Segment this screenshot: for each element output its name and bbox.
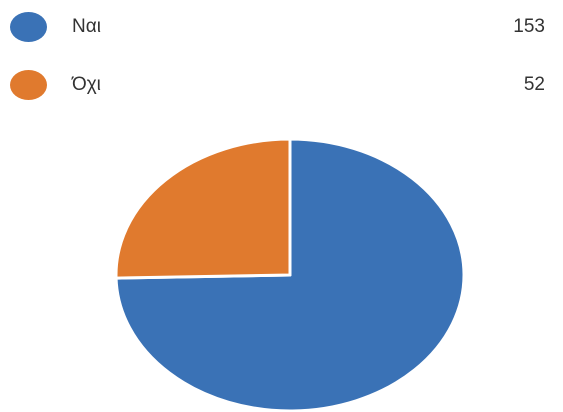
legend-label-ochi: Όχι: [72, 74, 101, 95]
legend-swatch-nai: [10, 12, 47, 42]
legend-item-nai[interactable]: Ναι 153: [0, 7, 563, 47]
pie-slices-group: [114, 137, 466, 412]
pie-slice-ochi[interactable]: [114, 137, 292, 280]
legend-swatch-ochi: [10, 70, 47, 100]
legend-item-ochi[interactable]: Όχι 52: [0, 65, 563, 105]
legend-count-nai: 153: [513, 16, 545, 37]
legend-label-nai: Ναι: [72, 16, 101, 37]
legend-count-ochi: 52: [523, 74, 545, 95]
